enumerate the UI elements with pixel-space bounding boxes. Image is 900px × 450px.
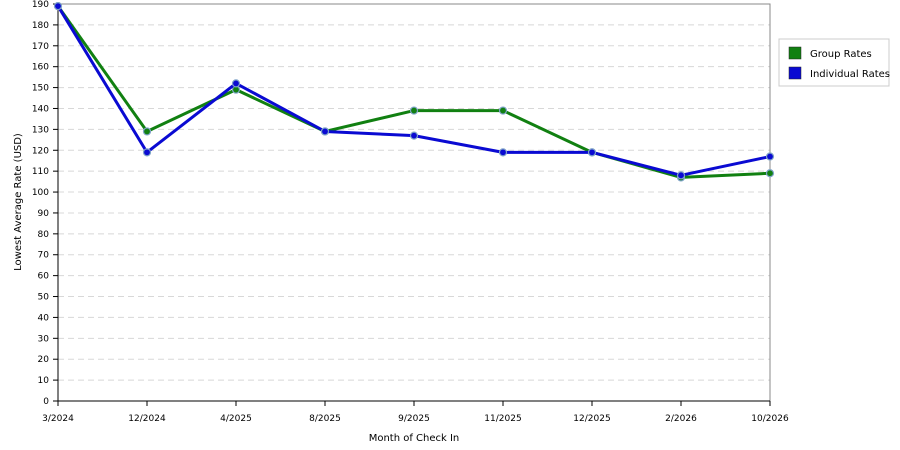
x-tick-label: 9/2025 [398, 414, 430, 424]
data-point-group-rates [142, 127, 152, 136]
x-tick-label: 10/2026 [751, 414, 789, 424]
y-tick-label: 110 [32, 167, 49, 177]
x-axis: 3/2024 12/2024 4/2025 8/2025 9/2025 11/2025 12… [42, 400, 789, 424]
series-group [53, 1, 775, 182]
y-tick-label: 10 [38, 376, 50, 386]
y-tick-label: 40 [38, 313, 50, 323]
y-axis-title: Lowest Average Rate (USD) [13, 133, 24, 271]
y-tick-label: 160 [32, 63, 49, 73]
y-tick-label: 130 [32, 125, 49, 135]
data-point-individual-rates [676, 171, 686, 180]
x-tick-label: 3/2024 [42, 414, 74, 424]
data-point-individual-rates [142, 148, 152, 157]
legend-label-group-rates: Group Rates [810, 49, 872, 60]
data-point-individual-rates [587, 148, 597, 157]
y-tick-label: 170 [32, 42, 49, 52]
data-point-individual-rates [53, 1, 63, 11]
y-tick-label: 180 [32, 21, 49, 31]
y-tick-label: 150 [32, 84, 49, 94]
gridlines [58, 24, 770, 381]
legend-label-individual-rates: Individual Rates [810, 69, 890, 80]
x-tick-label: 4/2025 [220, 414, 252, 424]
y-tick-label: 140 [32, 104, 49, 114]
data-point-individual-rates [409, 131, 419, 140]
x-tick-label: 11/2025 [484, 414, 521, 424]
y-tick-label: 120 [32, 146, 49, 156]
y-tick-label: 70 [38, 251, 50, 261]
plot-area-frame [57, 3, 771, 402]
x-tick-label: 12/2024 [128, 414, 166, 424]
series-line-group-rates [56, 5, 771, 179]
y-tick-label: 20 [38, 355, 50, 365]
data-point-group-rates [498, 106, 508, 115]
data-point-individual-rates [231, 79, 241, 88]
y-tick-label: 0 [43, 397, 49, 407]
data-point-individual-rates [765, 152, 775, 161]
y-tick-label: 80 [38, 230, 50, 240]
y-tick-label: 30 [38, 334, 50, 344]
x-axis-title: Month of Check In [369, 433, 460, 444]
x-tick-label: 12/2025 [573, 414, 610, 424]
y-axis: 0 10 20 30 40 50 60 70 80 90 100 110 120 130 140 150 160… [32, 0, 59, 407]
y-tick-label: 90 [38, 209, 50, 219]
y-tick-label: 50 [38, 293, 50, 303]
legend: Group Rates Individual Rates [778, 38, 890, 87]
x-tick-label: 2/2026 [665, 414, 697, 424]
legend-swatch-individual-rates [788, 66, 802, 80]
data-point-group-rates [765, 169, 775, 178]
data-point-group-rates [409, 106, 419, 115]
y-tick-label: 60 [38, 272, 50, 282]
data-point-individual-rates [498, 148, 508, 157]
y-tick-label: 100 [32, 188, 49, 198]
x-tick-label: 8/2025 [309, 414, 341, 424]
legend-swatch-group-rates [788, 46, 802, 60]
data-point-individual-rates [320, 127, 330, 136]
y-tick-label: 190 [32, 0, 49, 10]
